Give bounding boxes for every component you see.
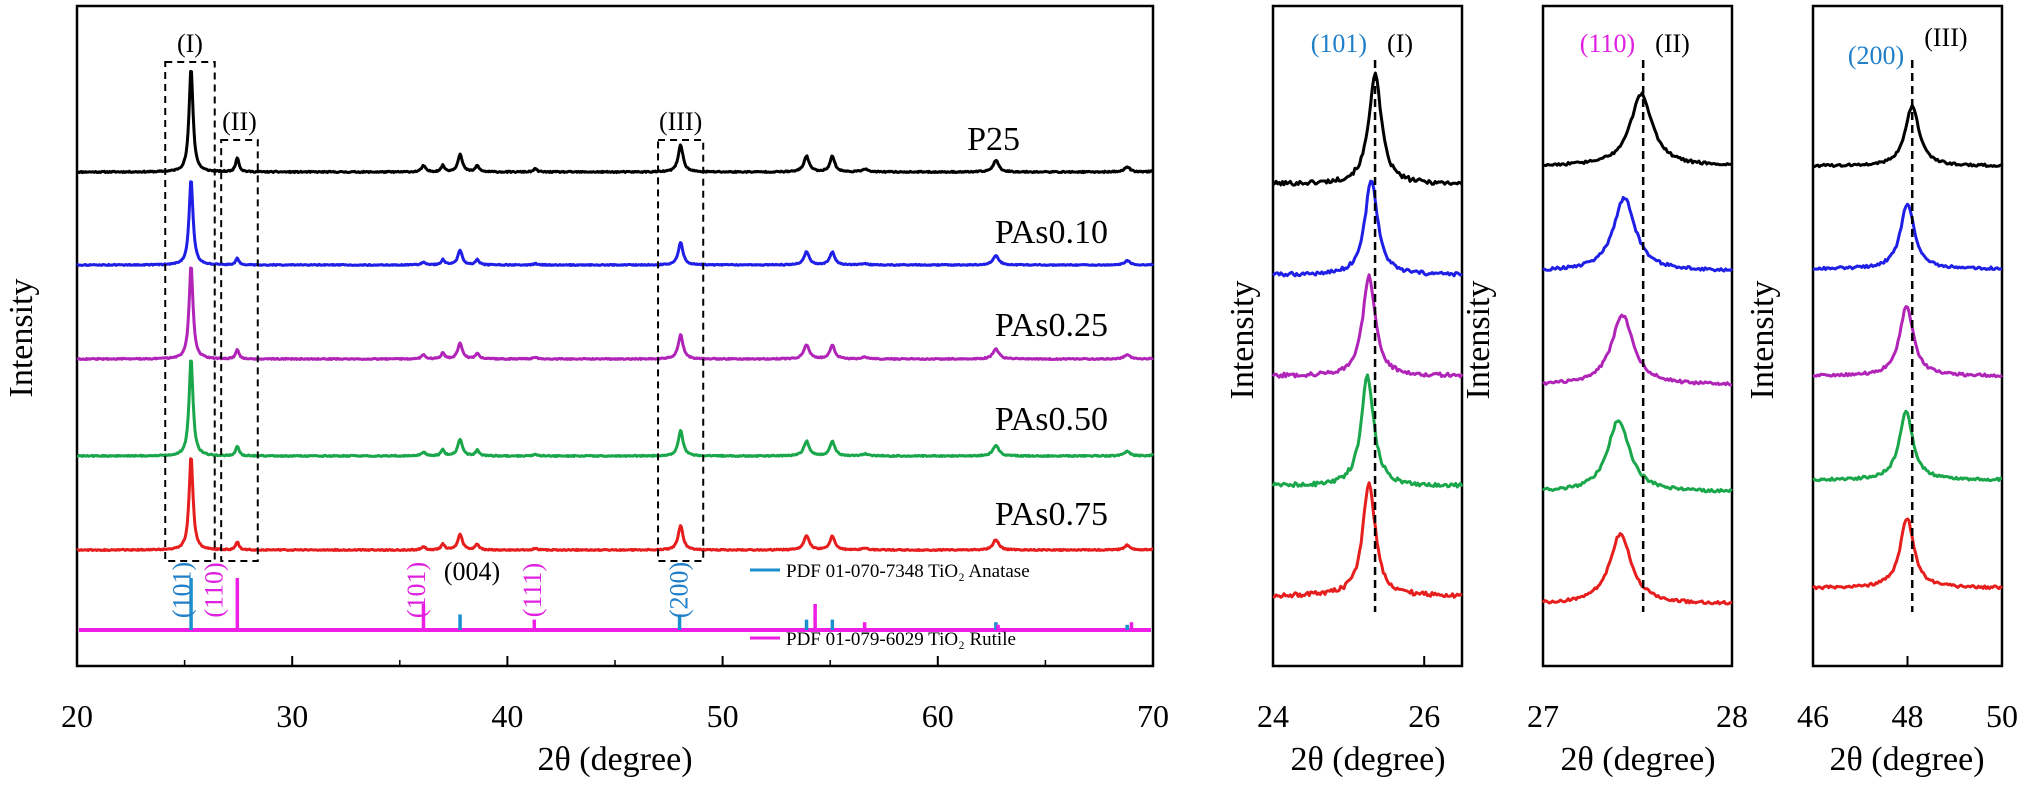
inset-2-curve-pas0-25 bbox=[1542, 313, 1733, 387]
xrd-curve-pas0-25 bbox=[76, 266, 1154, 361]
inset-1-curve-p25 bbox=[1272, 71, 1463, 187]
main-x-tick-1: 20 bbox=[61, 698, 93, 734]
legend-rutile-label: PDF 01-079-6029 TiO₂ Rutile bbox=[786, 629, 1016, 650]
inset-3-curve-pas0-25 bbox=[1812, 305, 2003, 379]
peak-box-label-2: (II) bbox=[222, 107, 257, 136]
reference-legend: PDF 01-070-7348 TiO₂ Anatase PDF 01-079-… bbox=[750, 561, 1030, 650]
inset-1-x-tick-1: 24 bbox=[1257, 698, 1289, 734]
main-x-axis-label: 2θ (degree) bbox=[537, 741, 692, 778]
inset-panel-peak-I: Intensity 2θ (degree) (101) (I) 24 26 bbox=[1224, 4, 1464, 778]
inset-3-curve-p25 bbox=[1812, 103, 2003, 169]
xrd-curve-pas0-75 bbox=[76, 457, 1154, 552]
sample-label-1: P25 bbox=[967, 121, 1020, 158]
inset-3-x-tick-2: 48 bbox=[1892, 698, 1924, 734]
sample-label-5: PAs0.75 bbox=[995, 496, 1108, 533]
main-x-tick-4: 50 bbox=[707, 698, 739, 734]
inset-panel-peak-III: Intensity 2θ (degree) (200) (III) 46 48 50 bbox=[1744, 4, 2018, 778]
xrd-curve-p25 bbox=[76, 69, 1154, 175]
sample-label-3: PAs0.25 bbox=[995, 307, 1108, 344]
inset-III-x-axis-label: 2θ (degree) bbox=[1829, 741, 1984, 778]
hkl-label-1: (101) bbox=[167, 562, 196, 618]
inset-frame-I bbox=[1271, 4, 1464, 668]
inset-1-curve-pas0-75 bbox=[1272, 481, 1463, 599]
main-panel: (I)(II) (III) (101) (110) (101) (004) (111) (2… bbox=[3, 4, 1169, 778]
peak-box-2 bbox=[220, 139, 259, 562]
main-x-axis: 20 30 40 50 60 70 bbox=[61, 656, 1169, 734]
inset-2-curve-pas0-50 bbox=[1541, 419, 1733, 494]
inset-I-x-axis-label: 2θ (degree) bbox=[1290, 741, 1445, 778]
inset-3-x-tick-1: 46 bbox=[1797, 698, 1829, 734]
inset-3-curve-pas0-10 bbox=[1812, 202, 2003, 271]
inset-2-curve-p25 bbox=[1542, 91, 1733, 167]
hkl-label-4: (004) bbox=[444, 557, 500, 586]
hkl-label-2: (110) bbox=[200, 562, 229, 617]
inset-II-y-axis-label: Intensity bbox=[1460, 281, 1497, 400]
main-x-tick-2: 30 bbox=[276, 698, 308, 734]
inset-frame-III bbox=[1811, 4, 2004, 668]
peak-box-3 bbox=[657, 139, 705, 562]
peak-box-label-3: (III) bbox=[659, 107, 702, 136]
sample-label-2: PAs0.10 bbox=[995, 214, 1108, 251]
legend-anatase-label: PDF 01-070-7348 TiO₂ Anatase bbox=[786, 561, 1030, 582]
inset-1-x-tick-2: 26 bbox=[1408, 698, 1440, 734]
inset-frame-II bbox=[1541, 4, 1734, 668]
hkl-label-5: (111) bbox=[518, 563, 547, 617]
hkl-label-3: (101) bbox=[402, 562, 431, 618]
inset-1-curve-pas0-50 bbox=[1271, 373, 1464, 489]
main-x-tick-3: 40 bbox=[491, 698, 523, 734]
hkl-label-6: (200) bbox=[665, 562, 694, 618]
inset-1-curve-pas0-25 bbox=[1271, 273, 1464, 379]
inset-II-x-axis-label: 2θ (degree) bbox=[1560, 741, 1715, 778]
inset-2-x-tick-2: 28 bbox=[1716, 698, 1748, 734]
inset-I-y-axis-label: Intensity bbox=[1224, 281, 1261, 400]
peak-box-label-1: (I) bbox=[177, 29, 203, 58]
peak-box-1 bbox=[164, 61, 216, 562]
inset-2-curve-pas0-75 bbox=[1541, 532, 1733, 606]
main-x-tick-5: 60 bbox=[922, 698, 954, 734]
sample-label-4: PAs0.50 bbox=[995, 401, 1108, 438]
reference-pattern: (101) (110) (101) (004) (111) (200) bbox=[79, 557, 1151, 632]
inset-2-hkl-label: (110) bbox=[1580, 29, 1635, 58]
xrd-curve-pas0-50 bbox=[76, 359, 1155, 458]
inset-2-x-tick-1: 27 bbox=[1527, 698, 1559, 734]
main-x-tick-6: 70 bbox=[1137, 698, 1169, 734]
inset-1-hkl-label: (101) bbox=[1311, 29, 1367, 58]
inset-1-curve-pas0-10 bbox=[1272, 179, 1463, 278]
inset-3-curve-pas0-50 bbox=[1812, 409, 2003, 483]
sample-labels: P25 PAs0.10 PAs0.25 PAs0.50 PAs0.75 bbox=[967, 121, 1108, 533]
inset-1-peak-label: (I) bbox=[1387, 29, 1413, 58]
inset-3-curve-pas0-75 bbox=[1812, 517, 2003, 591]
inset-2-peak-label: (II) bbox=[1655, 29, 1690, 58]
main-peak-boxes: (I) (II) (III) bbox=[164, 29, 705, 562]
inset-3-peak-label: (III) bbox=[1924, 23, 1967, 52]
inset-2-curve-pas0-10 bbox=[1542, 195, 1734, 273]
inset-III-y-axis-label: Intensity bbox=[1744, 281, 1781, 400]
inset-3-x-tick-3: 50 bbox=[1986, 698, 2018, 734]
xrd-curve-pas0-10 bbox=[76, 180, 1155, 267]
inset-panel-peak-II: Intensity 2θ (degree) (110) (II) 27 28 bbox=[1460, 4, 1748, 778]
inset-3-hkl-label: (200) bbox=[1848, 41, 1904, 70]
main-curves bbox=[76, 69, 1155, 552]
main-y-axis-label: Intensity bbox=[3, 279, 40, 398]
